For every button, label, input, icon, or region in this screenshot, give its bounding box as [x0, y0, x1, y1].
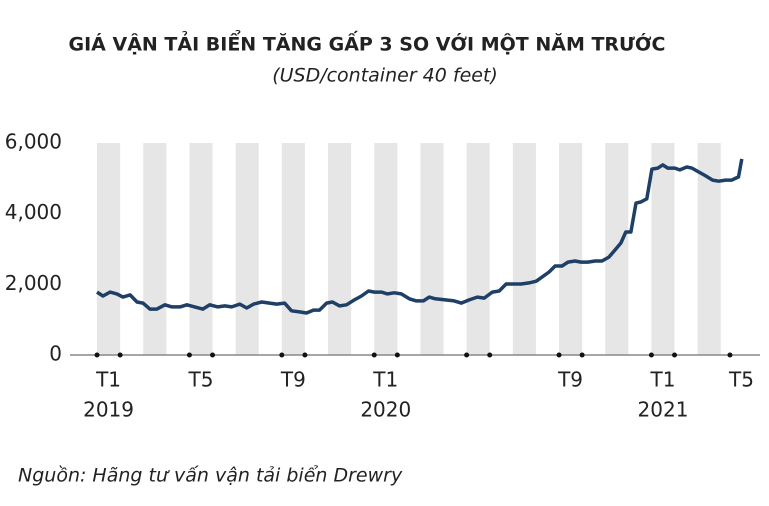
month-stripe [420, 143, 444, 355]
month-stripe [559, 143, 583, 355]
x-tick-dot [210, 352, 216, 358]
x-tick-dot [371, 352, 377, 358]
x-year-label: 2021 [638, 398, 689, 422]
price-line [96, 158, 744, 315]
x-tick-dot [302, 352, 308, 358]
x-tick-dot [394, 352, 400, 358]
x-tick-label: T5 [728, 368, 754, 392]
y-tick-label: 2,000 [5, 271, 62, 295]
x-tick-dot [117, 352, 123, 358]
month-stripe [328, 143, 352, 355]
month-stripe [374, 143, 398, 355]
source-note: Nguồn: Hãng tư vấn vận tải biển Drewry [18, 465, 403, 487]
x-tick-dot [464, 352, 470, 358]
x-tick-dot [556, 352, 562, 358]
month-stripe [281, 143, 305, 355]
x-tick-dot [648, 352, 654, 358]
x-tick-label: T9 [280, 368, 306, 392]
month-stripe [97, 143, 121, 355]
x-tick-label: T9 [557, 368, 583, 392]
x-tick-dot [279, 352, 285, 358]
y-tick-label: 0 [49, 342, 62, 366]
chart-subtitle: (USD/container 40 feet) [272, 65, 498, 87]
x-tick-dot [672, 352, 678, 358]
x-year-label: 2019 [83, 398, 134, 422]
month-stripe [466, 143, 490, 355]
month-stripe [235, 143, 259, 355]
x-year-label: 2020 [360, 398, 411, 422]
month-stripe [697, 143, 721, 355]
y-tick-label: 4,000 [5, 200, 62, 224]
x-tick-label: T1 [372, 368, 398, 392]
x-tick-label: T5 [188, 368, 214, 392]
x-tick-dot [487, 352, 493, 358]
x-tick-label: T1 [95, 368, 121, 392]
month-stripe [143, 143, 167, 355]
x-tick-label: T1 [650, 368, 676, 392]
x-tick-dot [94, 352, 100, 358]
y-tick-label: 6,000 [5, 130, 62, 154]
x-tick-dot [186, 352, 192, 358]
x-tick-dot [579, 352, 585, 358]
x-tick-dot [727, 352, 733, 358]
month-stripe [651, 143, 675, 355]
chart-title: GIÁ VẬN TẢI BIỂN TĂNG GẤP 3 SO VỚI MỘT N… [69, 30, 666, 56]
month-stripe [189, 143, 213, 355]
month-stripe [512, 143, 536, 355]
